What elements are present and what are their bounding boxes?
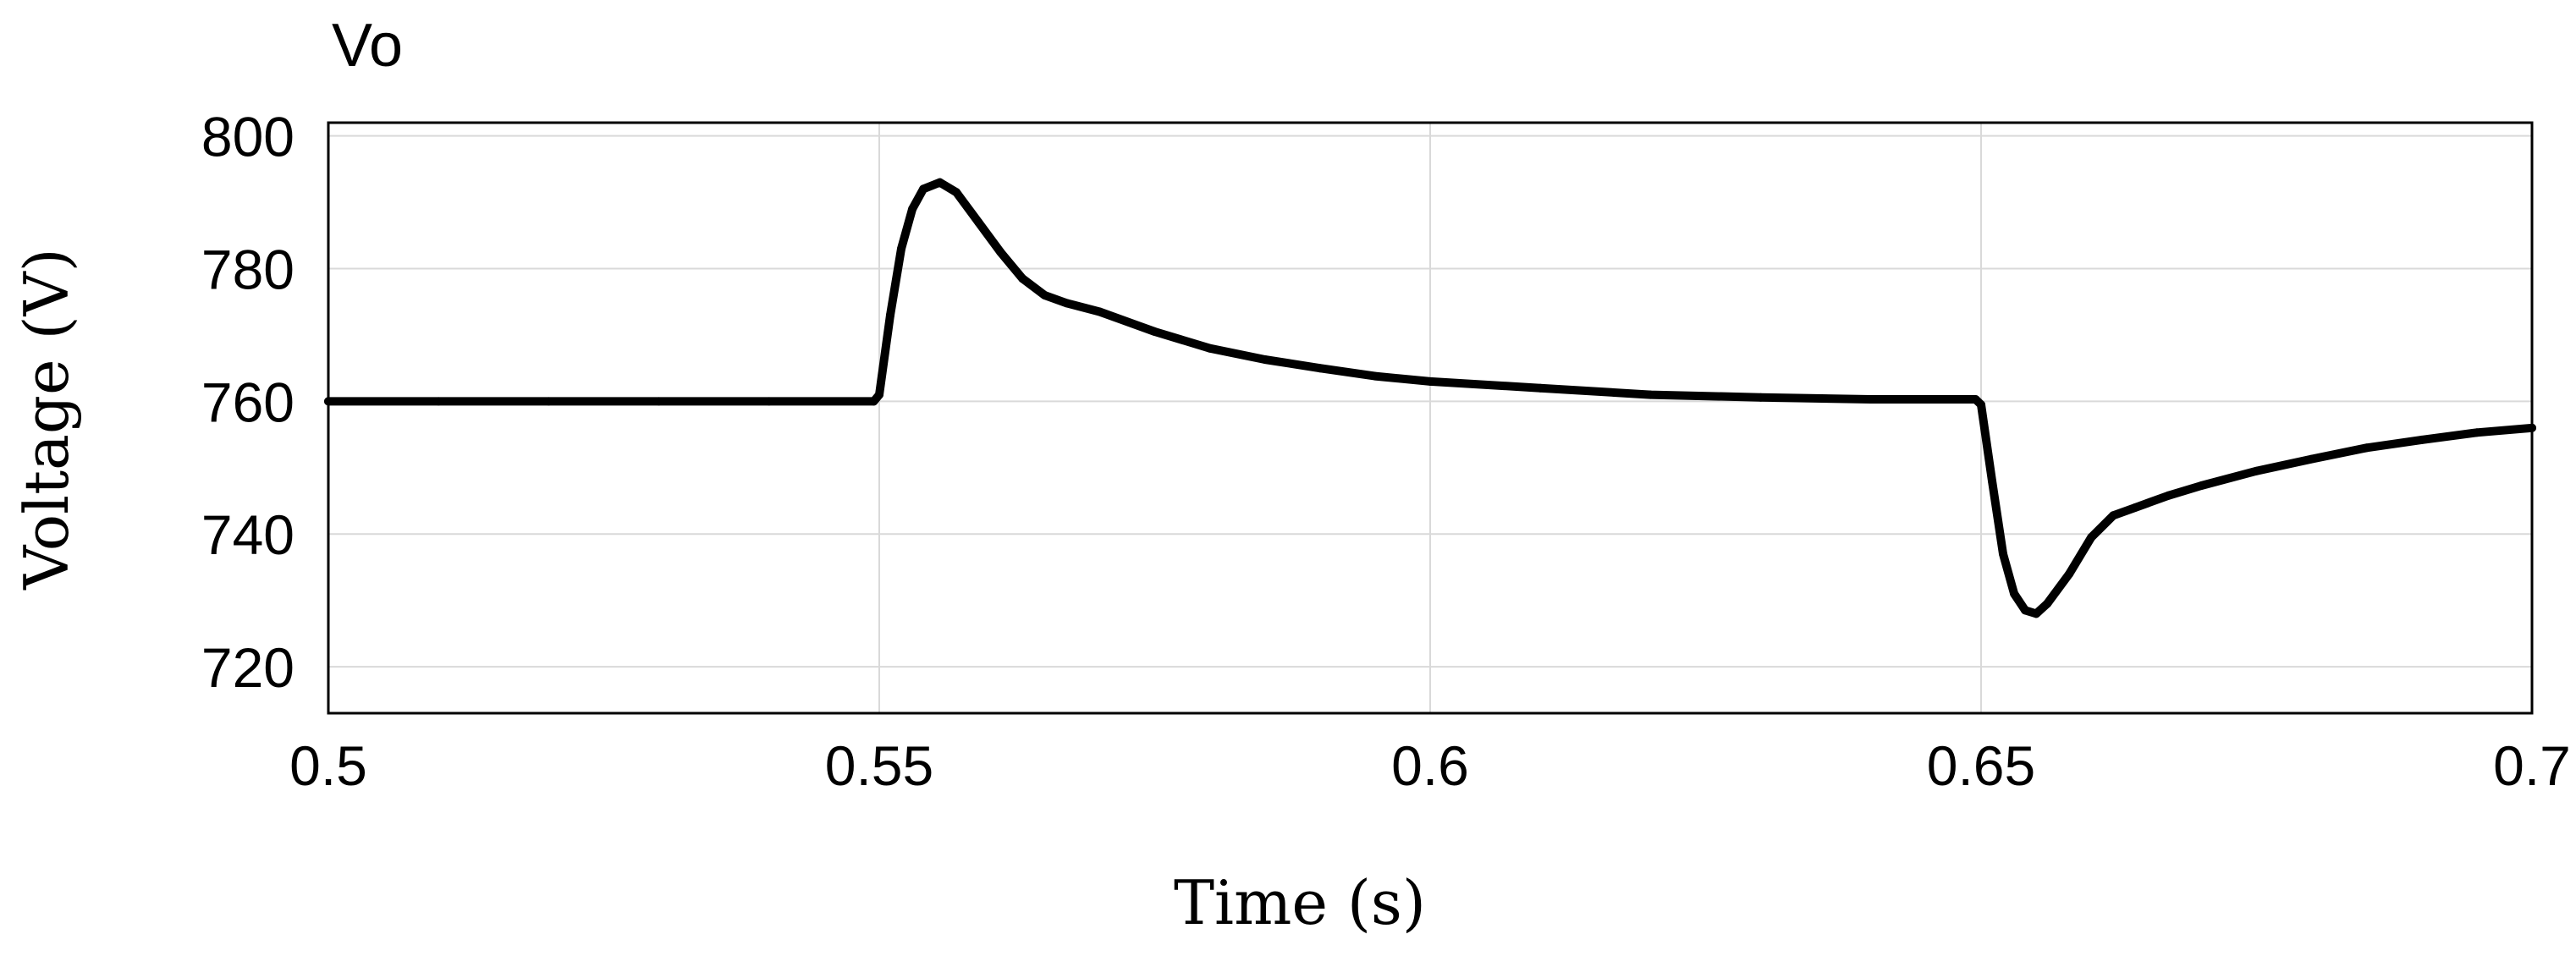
- x-tick-label: 0.7: [2493, 734, 2571, 797]
- data-point: [2065, 569, 2074, 579]
- data-point: [654, 397, 663, 406]
- data-point: [1150, 327, 1159, 336]
- data-point: [974, 217, 983, 227]
- data-point: [2307, 454, 2316, 464]
- data-point: [2164, 491, 2173, 500]
- data-point: [897, 244, 905, 253]
- data-point: [1260, 355, 1269, 364]
- data-point: [2252, 466, 2261, 475]
- data-point: [2032, 609, 2041, 618]
- data-point: [1062, 299, 1071, 308]
- data-point: [1999, 549, 2007, 558]
- y-tick-label: 780: [201, 239, 294, 301]
- data-point: [2087, 533, 2096, 542]
- data-point: [1205, 343, 1214, 353]
- data-points: [324, 178, 2536, 618]
- data-point: [875, 390, 883, 399]
- y-tick-label: 760: [201, 371, 294, 433]
- gridlines: [328, 123, 2532, 713]
- x-tick-label: 0.65: [1927, 734, 2035, 797]
- data-point: [1370, 371, 1379, 381]
- data-point: [1646, 390, 1655, 399]
- data-point: [1756, 393, 1765, 402]
- data-point: [434, 397, 443, 406]
- data-point: [2362, 443, 2371, 453]
- data-point: [1988, 476, 1996, 486]
- data-point: [935, 178, 944, 187]
- data-point: [1977, 400, 1985, 409]
- data-point: [1018, 274, 1027, 283]
- plot-area-frame: [327, 121, 2534, 715]
- data-point: [869, 397, 878, 406]
- data-point: [2109, 511, 2118, 520]
- y-tick-label: 800: [201, 106, 294, 168]
- chart-title: Vo: [332, 12, 403, 80]
- x-axis-tick-labels: 0.5 0.55 0.6 0.65 0.7: [289, 734, 2571, 797]
- data-point: [886, 310, 894, 320]
- data-point: [544, 397, 553, 406]
- data-point: [2472, 428, 2481, 437]
- y-axis-tick-labels: 720 740 760 780 800: [201, 106, 294, 699]
- data-point: [2417, 435, 2426, 444]
- data-point: [1315, 364, 1324, 373]
- y-tick-label: 720: [201, 636, 294, 699]
- data-point: [2197, 481, 2206, 490]
- data-point: [2131, 503, 2140, 512]
- x-tick-label: 0.6: [1391, 734, 1469, 797]
- data-point: [919, 184, 928, 194]
- data-point: [324, 397, 333, 406]
- data-point: [2021, 606, 2030, 615]
- y-axis-label: Voltage (V): [11, 248, 82, 590]
- data-point: [1971, 395, 1980, 404]
- y-tick-label: 740: [201, 503, 294, 566]
- x-axis-label: Time (s): [1174, 867, 1426, 938]
- data-point: [1040, 290, 1049, 299]
- data-point: [2528, 423, 2536, 432]
- data-point: [1095, 307, 1104, 316]
- data-point: [2043, 599, 2052, 608]
- data-point: [952, 188, 961, 197]
- data-point: [1536, 383, 1545, 393]
- data-point: [1426, 376, 1434, 386]
- x-tick-label: 0.55: [825, 734, 933, 797]
- data-point: [1866, 395, 1875, 404]
- data-point: [908, 205, 917, 213]
- data-point: [996, 247, 1005, 256]
- data-point: [764, 397, 773, 406]
- data-point: [2010, 589, 2019, 598]
- x-tick-label: 0.5: [289, 734, 367, 797]
